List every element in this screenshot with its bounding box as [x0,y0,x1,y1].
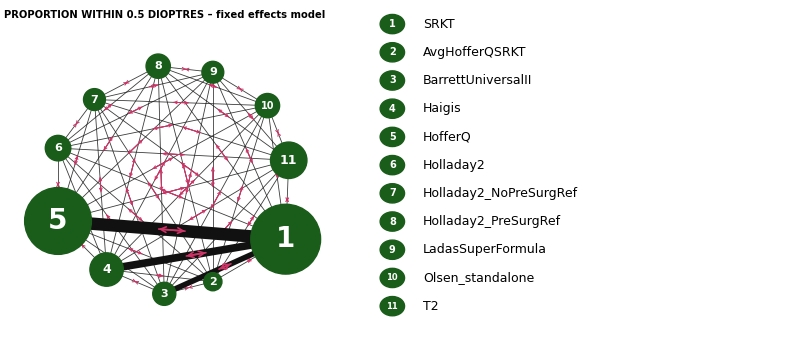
Circle shape [46,136,70,161]
Text: SRKT: SRKT [423,18,454,31]
Circle shape [90,253,123,286]
Circle shape [380,184,405,203]
Circle shape [250,204,321,274]
Text: BarrettUniversalII: BarrettUniversalII [423,74,532,87]
Text: 1: 1 [276,225,295,253]
Circle shape [270,142,307,179]
Text: 1: 1 [389,19,396,29]
Text: LadasSuperFormula: LadasSuperFormula [423,243,547,256]
Circle shape [380,99,405,118]
Circle shape [380,240,405,259]
Text: Holladay2_PreSurgRef: Holladay2_PreSurgRef [423,215,561,228]
Circle shape [380,43,405,62]
Text: 6: 6 [389,160,396,170]
Text: 4: 4 [102,263,111,276]
Text: HofferQ: HofferQ [423,130,472,143]
Text: Holladay2_NoPreSurgRef: Holladay2_NoPreSurgRef [423,187,578,200]
Circle shape [153,282,176,305]
Text: Holladay2: Holladay2 [423,159,486,172]
Text: 10: 10 [261,101,274,111]
Circle shape [380,127,405,147]
Text: 3: 3 [389,75,396,86]
Text: 8: 8 [389,216,396,227]
Text: 2: 2 [209,277,217,287]
Text: Olsen_standalone: Olsen_standalone [423,271,534,284]
Circle shape [202,61,224,83]
Circle shape [380,212,405,231]
Text: 6: 6 [54,143,62,153]
Text: 5: 5 [48,207,68,235]
Circle shape [380,14,405,34]
Text: 11: 11 [280,154,298,167]
Circle shape [146,54,170,78]
Text: 10: 10 [386,273,398,282]
Text: 7: 7 [90,95,98,105]
Circle shape [380,71,405,90]
Circle shape [204,272,222,291]
Circle shape [25,187,91,254]
Text: 3: 3 [161,289,168,299]
Text: 4: 4 [389,104,396,114]
Text: Haigis: Haigis [423,102,462,115]
Circle shape [380,268,405,288]
Text: 7: 7 [389,188,396,198]
Circle shape [83,89,106,110]
Circle shape [255,94,280,118]
Text: T2: T2 [423,300,438,313]
Text: 9: 9 [389,245,396,255]
Text: AvgHofferQSRKT: AvgHofferQSRKT [423,46,526,59]
Circle shape [380,155,405,175]
Text: 9: 9 [209,67,217,77]
Text: PROPORTION WITHIN 0.5 DIOPTRES – fixed effects model: PROPORTION WITHIN 0.5 DIOPTRES – fixed e… [4,10,326,20]
Text: 8: 8 [154,61,162,71]
Circle shape [380,297,405,316]
Text: 2: 2 [389,47,396,57]
Text: 5: 5 [389,132,396,142]
Text: 11: 11 [386,302,398,311]
